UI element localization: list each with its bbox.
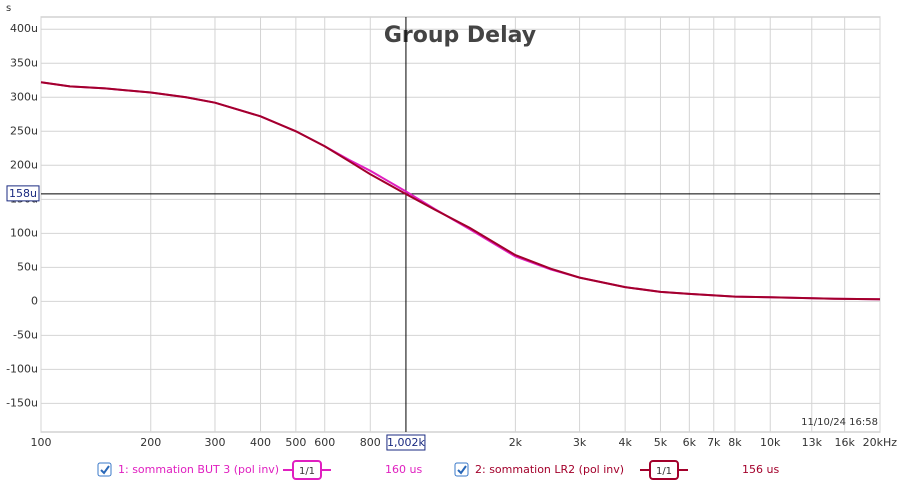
- x-tick-label: 600: [314, 436, 335, 449]
- x-tick-label: 300: [204, 436, 225, 449]
- y-tick-label: -150u: [6, 396, 38, 409]
- series-line: [40, 81, 881, 301]
- legend-scale: 1/1: [656, 466, 672, 477]
- x-tick-label: 200: [140, 436, 161, 449]
- cursor-y-label-box: [6, 185, 40, 202]
- x-tick-label: 800: [360, 436, 381, 449]
- x-tick-label: 400: [250, 436, 271, 449]
- y-tick-label: 300u: [10, 90, 38, 103]
- legend-checkmark: [100, 465, 110, 475]
- x-tick-label: 2k: [509, 436, 523, 449]
- y-unit: s: [6, 3, 11, 14]
- x-tick-label: 3k: [573, 436, 587, 449]
- y-tick-label: 100u: [10, 226, 38, 239]
- cursor-x-label-box: [386, 434, 426, 451]
- x-tick-label: 7k: [707, 436, 721, 449]
- timestamp: 11/10/24 16:58: [801, 417, 878, 428]
- y-tick-label: 0: [31, 294, 38, 307]
- x-tick-label: 500: [285, 436, 306, 449]
- x-tick-label: 16k: [834, 436, 855, 449]
- x-tick-label: 10k: [760, 436, 781, 449]
- legend-scale: 1/1: [299, 466, 315, 477]
- legend-readout: 156 us: [742, 463, 779, 476]
- legend-checkbox[interactable]: [454, 462, 469, 477]
- legend-scale-box[interactable]: [649, 460, 679, 480]
- y-tick-label: 250u: [10, 124, 38, 137]
- legend-scale-box[interactable]: [292, 460, 322, 480]
- legend-entry: 1: sommation BUT 3 (pol inv) 1/1 160 us: [97, 460, 422, 480]
- legend-label: 1: sommation BUT 3 (pol inv): [118, 463, 279, 476]
- x-tick-label: 100: [31, 436, 52, 449]
- x-tick-label: 5k: [654, 436, 668, 449]
- x-tick-label: 20kHz: [863, 436, 898, 449]
- legend-checkmark: [457, 465, 467, 475]
- x-tick-label: 4k: [618, 436, 632, 449]
- y-tick-label: 200u: [10, 158, 38, 171]
- legend-checkbox[interactable]: [97, 462, 112, 477]
- x-tick-label: 8k: [728, 436, 742, 449]
- y-tick-label: -100u: [6, 362, 38, 375]
- y-tick-label: -50u: [13, 328, 38, 341]
- y-tick-label: 50u: [17, 260, 38, 273]
- legend-readout: 160 us: [385, 463, 422, 476]
- x-tick-label: 6k: [683, 436, 697, 449]
- y-tick-label: 400u: [10, 22, 38, 35]
- legend-label: 2: sommation LR2 (pol inv): [475, 463, 624, 476]
- x-tick-label: 13k: [802, 436, 823, 449]
- cursor-x-label: 1,002k: [387, 436, 425, 449]
- chart-title: Group Delay: [384, 23, 536, 48]
- y-tick-label: 350u: [10, 56, 38, 69]
- cursor-y-label: 158u: [9, 187, 37, 200]
- legend-entry: 2: sommation LR2 (pol inv) 1/1 156 us: [454, 460, 779, 480]
